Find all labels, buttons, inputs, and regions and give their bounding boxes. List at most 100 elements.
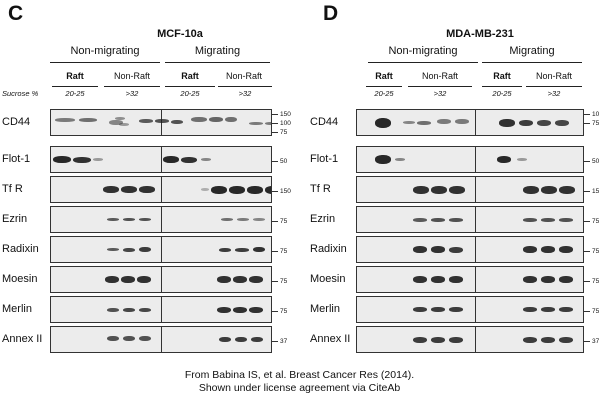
panel-c-pct-1: 20-25 bbox=[65, 89, 85, 98]
panel-d-band bbox=[499, 118, 515, 127]
panel-d-blot-divider bbox=[475, 267, 476, 292]
panel-d-band bbox=[449, 246, 463, 253]
panel-d-group-nonmigrating: Non-migrating bbox=[388, 45, 458, 57]
panel-c-mw-marker: 75 bbox=[280, 218, 288, 225]
panel-d-band bbox=[541, 336, 555, 343]
panel-c-band bbox=[93, 158, 103, 161]
panel-d-mw-marker: 75 bbox=[592, 278, 599, 285]
panel-d-letter: D bbox=[323, 2, 339, 25]
panel-c-blot-row bbox=[50, 176, 272, 203]
panel-d-band bbox=[523, 185, 539, 194]
panel-c-sub-nonraft-2: Non-Raft bbox=[225, 71, 262, 81]
panel-c-blot-row bbox=[50, 146, 272, 173]
panel-d-band bbox=[449, 217, 463, 222]
panel-d-blot-divider bbox=[475, 327, 476, 352]
panel-c-band bbox=[201, 188, 209, 191]
panel-c-band bbox=[191, 117, 207, 122]
panel-c-band bbox=[155, 118, 169, 123]
panel-c-blot-divider bbox=[161, 147, 162, 172]
panel-d-band bbox=[431, 217, 445, 222]
panel-d-mw-tick bbox=[584, 221, 590, 222]
panel-c-group-rule-2 bbox=[165, 62, 270, 63]
panel-c-blot-row bbox=[50, 206, 272, 233]
panel-d-mw-marker: 75 bbox=[592, 120, 599, 127]
panel-c-row-label: Ezrin bbox=[2, 213, 28, 225]
panel-c-blot-divider bbox=[161, 207, 162, 232]
panel-d-mw-marker: 37 bbox=[592, 338, 599, 345]
panel-d-band bbox=[449, 185, 465, 194]
panel-c-band bbox=[107, 336, 119, 341]
panel-d-band bbox=[417, 120, 431, 125]
panel-d-sub-raft-1: Raft bbox=[375, 71, 393, 81]
panel-c-mw-tick bbox=[272, 161, 278, 162]
panel-d-band bbox=[523, 336, 537, 343]
panel-d-sub-nonraft-2: Non-Raft bbox=[535, 71, 572, 81]
panel-d-band bbox=[523, 307, 537, 312]
panel-c-band bbox=[221, 218, 233, 221]
panel-d-pct-2: >32 bbox=[433, 89, 447, 98]
panel-c-band bbox=[123, 218, 135, 221]
panel-d-band bbox=[541, 185, 557, 194]
panel-d-mw-tick bbox=[584, 123, 590, 124]
panel-c-blot-divider bbox=[161, 267, 162, 292]
panel-c-mw-tick bbox=[272, 251, 278, 252]
panel-c-mw-marker: 150 bbox=[280, 188, 291, 195]
panel-c-blot-divider bbox=[161, 297, 162, 322]
panel-c-mw-marker: 75 bbox=[280, 248, 288, 255]
panel-c-band bbox=[115, 117, 125, 120]
panel-d-row-label: Tf R bbox=[310, 183, 331, 195]
panel-d-group-migrating: Migrating bbox=[509, 45, 555, 57]
panel-c-mw-marker: 50 bbox=[280, 158, 288, 165]
panel-d-band bbox=[375, 117, 391, 128]
panel-c-sub-rule-1 bbox=[52, 86, 98, 87]
panel-c-band bbox=[265, 122, 271, 125]
panel-c-band bbox=[103, 186, 119, 193]
panel-d-blot-row bbox=[356, 109, 584, 136]
panel-c-row-label: Flot-1 bbox=[2, 153, 31, 165]
panel-c-sub-nonraft-1: Non-Raft bbox=[113, 71, 150, 81]
panel-d-blot-row bbox=[356, 296, 584, 323]
panel-d-band bbox=[523, 246, 537, 253]
panel-d-band bbox=[541, 307, 555, 312]
panel-c-pct-2: >32 bbox=[125, 89, 139, 98]
panel-d-blot-divider bbox=[475, 110, 476, 135]
panel-c-band bbox=[107, 307, 119, 312]
panel-d-band bbox=[517, 158, 527, 161]
panel-d-mw-marker: 150 bbox=[592, 188, 599, 195]
panel-c-band bbox=[235, 247, 249, 252]
panel-d-band bbox=[413, 246, 427, 253]
panel-d-blot-divider bbox=[475, 237, 476, 262]
panel-d-band bbox=[431, 307, 445, 312]
panel-c-band bbox=[251, 337, 263, 342]
panel-d-band bbox=[559, 246, 573, 253]
caption-line-1: From Babina IS, et al. Breast Cancer Res… bbox=[184, 369, 415, 381]
panel-c-blot-row bbox=[50, 236, 272, 263]
panel-d-mw-marker: 75 bbox=[592, 308, 599, 315]
panel-d-mw-tick bbox=[584, 281, 590, 282]
panel-c-band bbox=[235, 337, 247, 342]
panel-d-band bbox=[437, 119, 451, 124]
panel-d-blot-divider bbox=[475, 177, 476, 202]
panel-d-band bbox=[413, 185, 429, 194]
panel-c-mw-tick bbox=[272, 132, 278, 133]
panel-d-blot-divider bbox=[475, 207, 476, 232]
panel-c-band bbox=[139, 336, 151, 341]
panel-d-mw-tick bbox=[584, 341, 590, 342]
panel-c-blot-divider bbox=[161, 237, 162, 262]
panel-c-group-migrating: Migrating bbox=[194, 45, 241, 57]
panel-c-band bbox=[123, 336, 135, 341]
panel-d-band bbox=[431, 336, 445, 343]
panel-c-mw-tick bbox=[272, 114, 278, 115]
panel-d-group-rule-2 bbox=[482, 62, 582, 63]
panel-c-blot-row bbox=[50, 109, 272, 136]
panel-d-band bbox=[559, 217, 573, 222]
panel-c-cell-line: MCF-10a bbox=[157, 28, 203, 40]
panel-c-band bbox=[139, 218, 151, 221]
panel-c-mw-marker: 100 bbox=[280, 120, 291, 127]
panel-c-band bbox=[123, 307, 135, 312]
panel-d-band bbox=[541, 246, 555, 253]
panel-d-band bbox=[541, 276, 555, 283]
panel-c-sub-raft-2: Raft bbox=[181, 71, 199, 81]
panel-d-mw-marker: 100 bbox=[592, 111, 599, 118]
panel-c-mw-tick bbox=[272, 221, 278, 222]
